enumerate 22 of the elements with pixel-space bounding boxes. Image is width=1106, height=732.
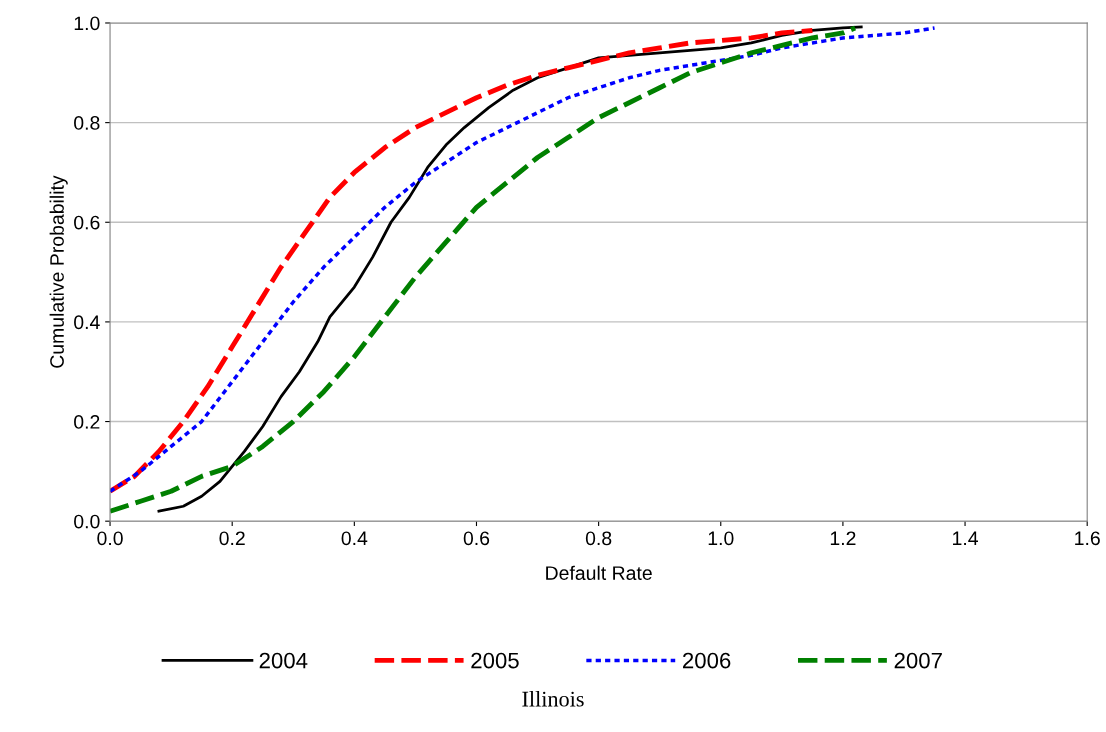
legend-label: 2006	[683, 652, 731, 669]
legend-label: 2005	[471, 652, 519, 669]
y-tick-label: 0.0	[74, 514, 100, 529]
x-tick-label: 1.0	[708, 531, 734, 546]
y-axis-title: Cumulative Probability	[49, 175, 68, 368]
x-tick-label: 0.8	[585, 531, 612, 546]
x-tick-label: 0.0	[97, 531, 123, 546]
legend-label: 2007	[894, 652, 942, 669]
legend-label: 2004	[259, 652, 308, 669]
x-tick-label: 1.2	[830, 531, 856, 545]
y-tick-label: 0.2	[74, 415, 100, 429]
x-tick-label: 0.4	[341, 531, 368, 546]
y-tick-label: 1.0	[74, 16, 100, 31]
y-tick-label: 0.4	[74, 315, 100, 330]
x-tick-label: 0.2	[219, 531, 245, 546]
x-axis-title: Default Rate	[546, 565, 652, 580]
y-tick-label: 0.6	[74, 215, 100, 230]
text: Illinois	[522, 690, 584, 707]
y-tick-label: 0.8	[74, 116, 100, 130]
x-tick-label: 1.4	[953, 531, 978, 545]
x-tick-label: 1.6	[1075, 531, 1100, 546]
x-tick-label: 0.6	[463, 531, 490, 546]
